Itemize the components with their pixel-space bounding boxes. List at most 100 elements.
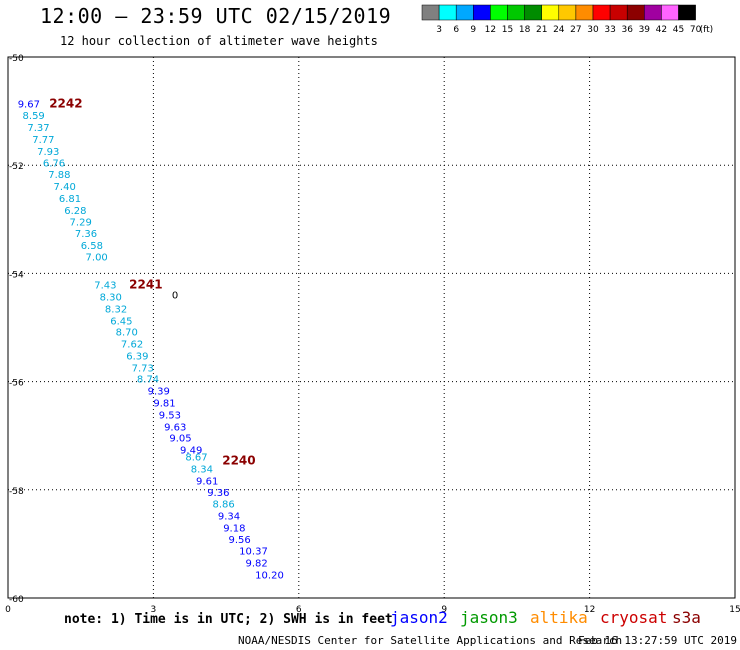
legend-swatch-label: 42: [656, 25, 667, 35]
wave-height-label: 8.74: [137, 375, 159, 386]
wave-height-label: 8.59: [23, 111, 45, 122]
plot-frame: [7, 56, 736, 599]
wave-height-label: 7.40: [54, 182, 76, 193]
wave-height-label: 9.61: [196, 476, 218, 487]
time-label: 2241: [129, 278, 162, 292]
legend-swatch-label: 15: [502, 25, 513, 35]
y-tick-label: -58: [9, 487, 24, 497]
wave-height-label: 6.28: [64, 206, 86, 217]
satellite-label-altika: altika: [530, 608, 588, 627]
wave-height-label: 8.32: [105, 304, 127, 315]
wave-height-label: 9.63: [164, 422, 186, 433]
legend-swatch: [507, 4, 525, 21]
y-tick-label: -56: [9, 379, 24, 389]
wave-height-label: 6.76: [43, 158, 65, 169]
legend-swatch: [455, 4, 474, 21]
satellite-label-jason3: jason3: [460, 608, 518, 627]
footer: NOAA/NESDIS Center for Satellite Applica…: [238, 634, 737, 647]
legend-swatch-label: 36: [621, 25, 633, 35]
marker-label: 0: [172, 290, 178, 301]
legend-swatch-label: 18: [519, 25, 531, 35]
legend-swatch-label: 27: [570, 25, 581, 35]
legend-swatch: [592, 4, 611, 21]
time-label: 2240: [222, 453, 255, 467]
legend-swatch: [558, 4, 577, 21]
wave-height-label: 8.34: [191, 464, 213, 475]
y-tick-label: -52: [9, 162, 24, 172]
satellite-label-jason2: jason2: [390, 608, 448, 627]
x-tick-label: 9: [441, 605, 447, 615]
time-label: 2242: [49, 96, 82, 110]
legend-swatch-label: 24: [553, 25, 565, 35]
legend-swatch: [524, 4, 542, 21]
wave-height-label: 6.81: [59, 194, 81, 205]
legend-swatch-label: 70: [690, 25, 702, 35]
wave-height-label: 8.30: [100, 292, 122, 303]
footer-timestamp: Feb 16 13:27:59 UTC 2019: [578, 634, 737, 647]
wave-height-label: 6.58: [81, 241, 103, 252]
legend-swatch: [575, 4, 594, 21]
legend-swatch-label: 30: [587, 25, 599, 35]
x-tick-label: 15: [729, 605, 740, 615]
legend-unit: (ft): [700, 25, 714, 35]
wave-height-label: 9.56: [229, 535, 251, 546]
legend-swatch-label: 21: [536, 25, 547, 35]
x-tick-label: 12: [584, 605, 595, 615]
y-tick-label: -50: [9, 54, 24, 64]
legend-swatch: [678, 4, 696, 21]
legend-swatch: [661, 4, 679, 21]
x-tick-label: 3: [151, 605, 157, 615]
wave-height-label: 8.67: [185, 453, 207, 464]
legend-swatch: [473, 4, 491, 21]
legend-swatch: [438, 4, 457, 21]
wave-height-label: 9.05: [169, 434, 191, 445]
legend-swatch: [644, 4, 662, 21]
wave-height-label: 9.49: [180, 446, 202, 457]
legend-swatch: [609, 4, 628, 21]
wave-height-label: 7.29: [70, 217, 92, 228]
wave-height-label: 9.82: [245, 559, 267, 570]
wave-height-label: 7.73: [132, 363, 154, 374]
x-tick-label: 6: [296, 605, 302, 615]
chart-title: 12:00 – 23:59 UTC 02/15/2019: [40, 4, 392, 28]
wave-height-label: 9.81: [153, 398, 175, 409]
wave-height-label: 9.18: [223, 523, 245, 534]
legend-swatch-label: 12: [485, 25, 496, 35]
legend-swatch: [541, 4, 560, 21]
wave-height-label: 7.36: [75, 229, 97, 240]
wave-height-label: 8.86: [213, 500, 235, 511]
color-scale-legend: 3 6 9 12 15 18 21 24 27 30 33 36 39 42 45 70(ft): [421, 4, 714, 35]
wave-height-label: 9.36: [207, 488, 229, 499]
wave-height-label: 7.77: [32, 135, 54, 146]
wave-height-label: 6.39: [126, 351, 148, 362]
footer-org: NOAA/NESDIS Center for Satellite Applica…: [238, 634, 623, 647]
legend-swatch-label: 3: [436, 25, 442, 35]
y-tick-label: -60: [9, 595, 24, 605]
wave-height-label: 10.37: [239, 547, 268, 558]
legend-swatch-label: 6: [453, 25, 459, 35]
y-tick-label: -54: [9, 270, 24, 280]
wave-height-label: 7.93: [37, 147, 59, 158]
plot-area: 0 3 6 9 12 15-50-52-54-56-58-609.678.597.377.…: [5, 54, 740, 615]
legend-swatch-label: 9: [470, 25, 476, 35]
wave-height-label: 7.37: [27, 123, 49, 134]
wave-height-label: 10.20: [255, 571, 284, 582]
x-tick-label: 0: [5, 605, 11, 615]
wave-height-label: 9.34: [218, 512, 240, 523]
wave-height-label: 9.53: [159, 410, 181, 421]
wave-height-label: 7.88: [48, 170, 70, 181]
wave-height-label: 7.62: [121, 340, 143, 351]
wave-height-label: 9.67: [18, 99, 40, 110]
satellite-label-cryosat: cryosat: [600, 608, 668, 627]
wave-height-label: 7.43: [94, 281, 116, 292]
legend-swatch-label: 33: [604, 25, 615, 35]
legend-swatch-label: 39: [639, 25, 651, 35]
legend-swatch-label: 45: [673, 25, 684, 35]
legend-swatch: [490, 4, 508, 21]
wave-height-label: 8.70: [116, 328, 138, 339]
chart-note: note: 1) Time is in UTC; 2) SWH is in fe…: [64, 612, 393, 627]
wave-height-label: 7.00: [86, 252, 108, 263]
wave-height-label: 6.45: [110, 316, 132, 327]
legend-swatch: [626, 4, 645, 21]
